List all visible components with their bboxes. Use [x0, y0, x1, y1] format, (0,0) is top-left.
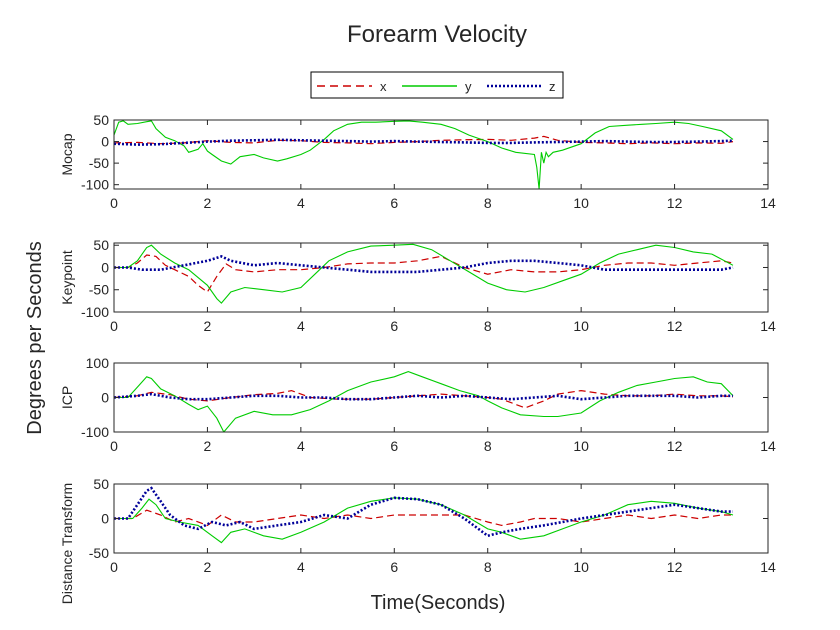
- series-line-y: [114, 497, 734, 544]
- axes-box: [113, 362, 769, 433]
- x-tick-label: 10: [573, 438, 589, 454]
- legend-label-y: y: [465, 79, 472, 94]
- y-tick-label: 0: [101, 511, 109, 527]
- x-tick-label: 8: [484, 438, 492, 454]
- subplot-ylabel: Keypoint: [59, 250, 75, 305]
- legend-label-z: z: [549, 79, 556, 94]
- legend-label-x: x: [380, 79, 387, 94]
- x-tick-label: 14: [760, 438, 776, 454]
- figure-ylabel: Degrees per Seconds: [24, 241, 46, 434]
- y-tick-label: 50: [93, 112, 109, 128]
- y-tick-label: -100: [81, 177, 109, 193]
- series-line-z: [114, 392, 733, 401]
- x-tick-label: 14: [760, 559, 776, 575]
- x-tick-label: 2: [204, 318, 212, 334]
- series-line-z: [114, 486, 733, 538]
- y-tick-label: -50: [89, 155, 109, 171]
- x-tick-label: 14: [760, 195, 776, 211]
- y-tick-label: -50: [89, 282, 109, 298]
- series-line-y: [114, 120, 734, 189]
- x-tick-label: 0: [110, 438, 118, 454]
- x-tick-label: 10: [573, 559, 589, 575]
- x-tick-label: 2: [204, 195, 212, 211]
- x-tick-label: 12: [667, 318, 683, 334]
- x-tick-label: 6: [390, 559, 398, 575]
- x-tick-label: 12: [667, 438, 683, 454]
- x-tick-label: 6: [390, 438, 398, 454]
- axes-box: [113, 242, 769, 313]
- x-tick-label: 4: [297, 318, 305, 334]
- series-line-z: [114, 255, 734, 274]
- x-tick-label: 14: [760, 318, 776, 334]
- y-tick-label: 0: [101, 390, 109, 406]
- subplot-ylabel: ICP: [59, 386, 75, 409]
- x-tick-label: 0: [110, 318, 118, 334]
- series-line-z: [114, 138, 734, 146]
- x-tick-label: 12: [667, 559, 683, 575]
- x-tick-label: 2: [204, 559, 212, 575]
- axes-box: [113, 483, 769, 554]
- x-tick-label: 10: [573, 195, 589, 211]
- x-tick-label: 2: [204, 438, 212, 454]
- series-line-y: [114, 243, 734, 304]
- y-tick-label: 0: [101, 134, 109, 150]
- legend: x y z: [310, 71, 564, 99]
- subplot-1: 0 2 4 6 8 10 12 14 50 0 -50 -100 Mocap: [59, 112, 776, 211]
- y-tick-label: -50: [89, 545, 109, 561]
- series-line-x: [114, 509, 733, 527]
- y-tick-label: 50: [93, 237, 109, 253]
- subplot-2: 0 2 4 6 8 10 12 14 50 0 -50 -100 Keypoint: [59, 237, 776, 334]
- x-tick-label: 8: [484, 195, 492, 211]
- x-tick-label: 8: [484, 559, 492, 575]
- y-tick-label: 100: [86, 355, 110, 371]
- series-line-x: [114, 135, 734, 145]
- legend-box: [310, 71, 564, 99]
- subplot-ylabel: Mocap: [59, 133, 75, 175]
- y-tick-label: -100: [81, 424, 109, 440]
- axes-box: [113, 119, 769, 190]
- x-tick-label: 6: [390, 318, 398, 334]
- series-line-x: [114, 389, 734, 409]
- series-line-y: [114, 371, 734, 432]
- y-tick-label: -100: [81, 304, 109, 320]
- x-tick-label: 6: [390, 195, 398, 211]
- subplot-ylabel: Distance Transform: [59, 483, 75, 604]
- series-line-x: [114, 254, 734, 293]
- x-tick-label: 12: [667, 195, 683, 211]
- y-tick-label: 50: [93, 476, 109, 492]
- x-tick-label: 4: [297, 559, 305, 575]
- x-tick-label: 4: [297, 438, 305, 454]
- figure-title: Forearm Velocity: [347, 21, 527, 48]
- x-tick-label: 10: [573, 318, 589, 334]
- x-tick-label: 0: [110, 195, 118, 211]
- x-tick-label: 4: [297, 195, 305, 211]
- x-tick-label: 8: [484, 318, 492, 334]
- y-tick-label: 0: [101, 259, 109, 275]
- x-tick-label: 0: [110, 559, 118, 575]
- figure-xlabel: Time(Seconds): [371, 592, 506, 614]
